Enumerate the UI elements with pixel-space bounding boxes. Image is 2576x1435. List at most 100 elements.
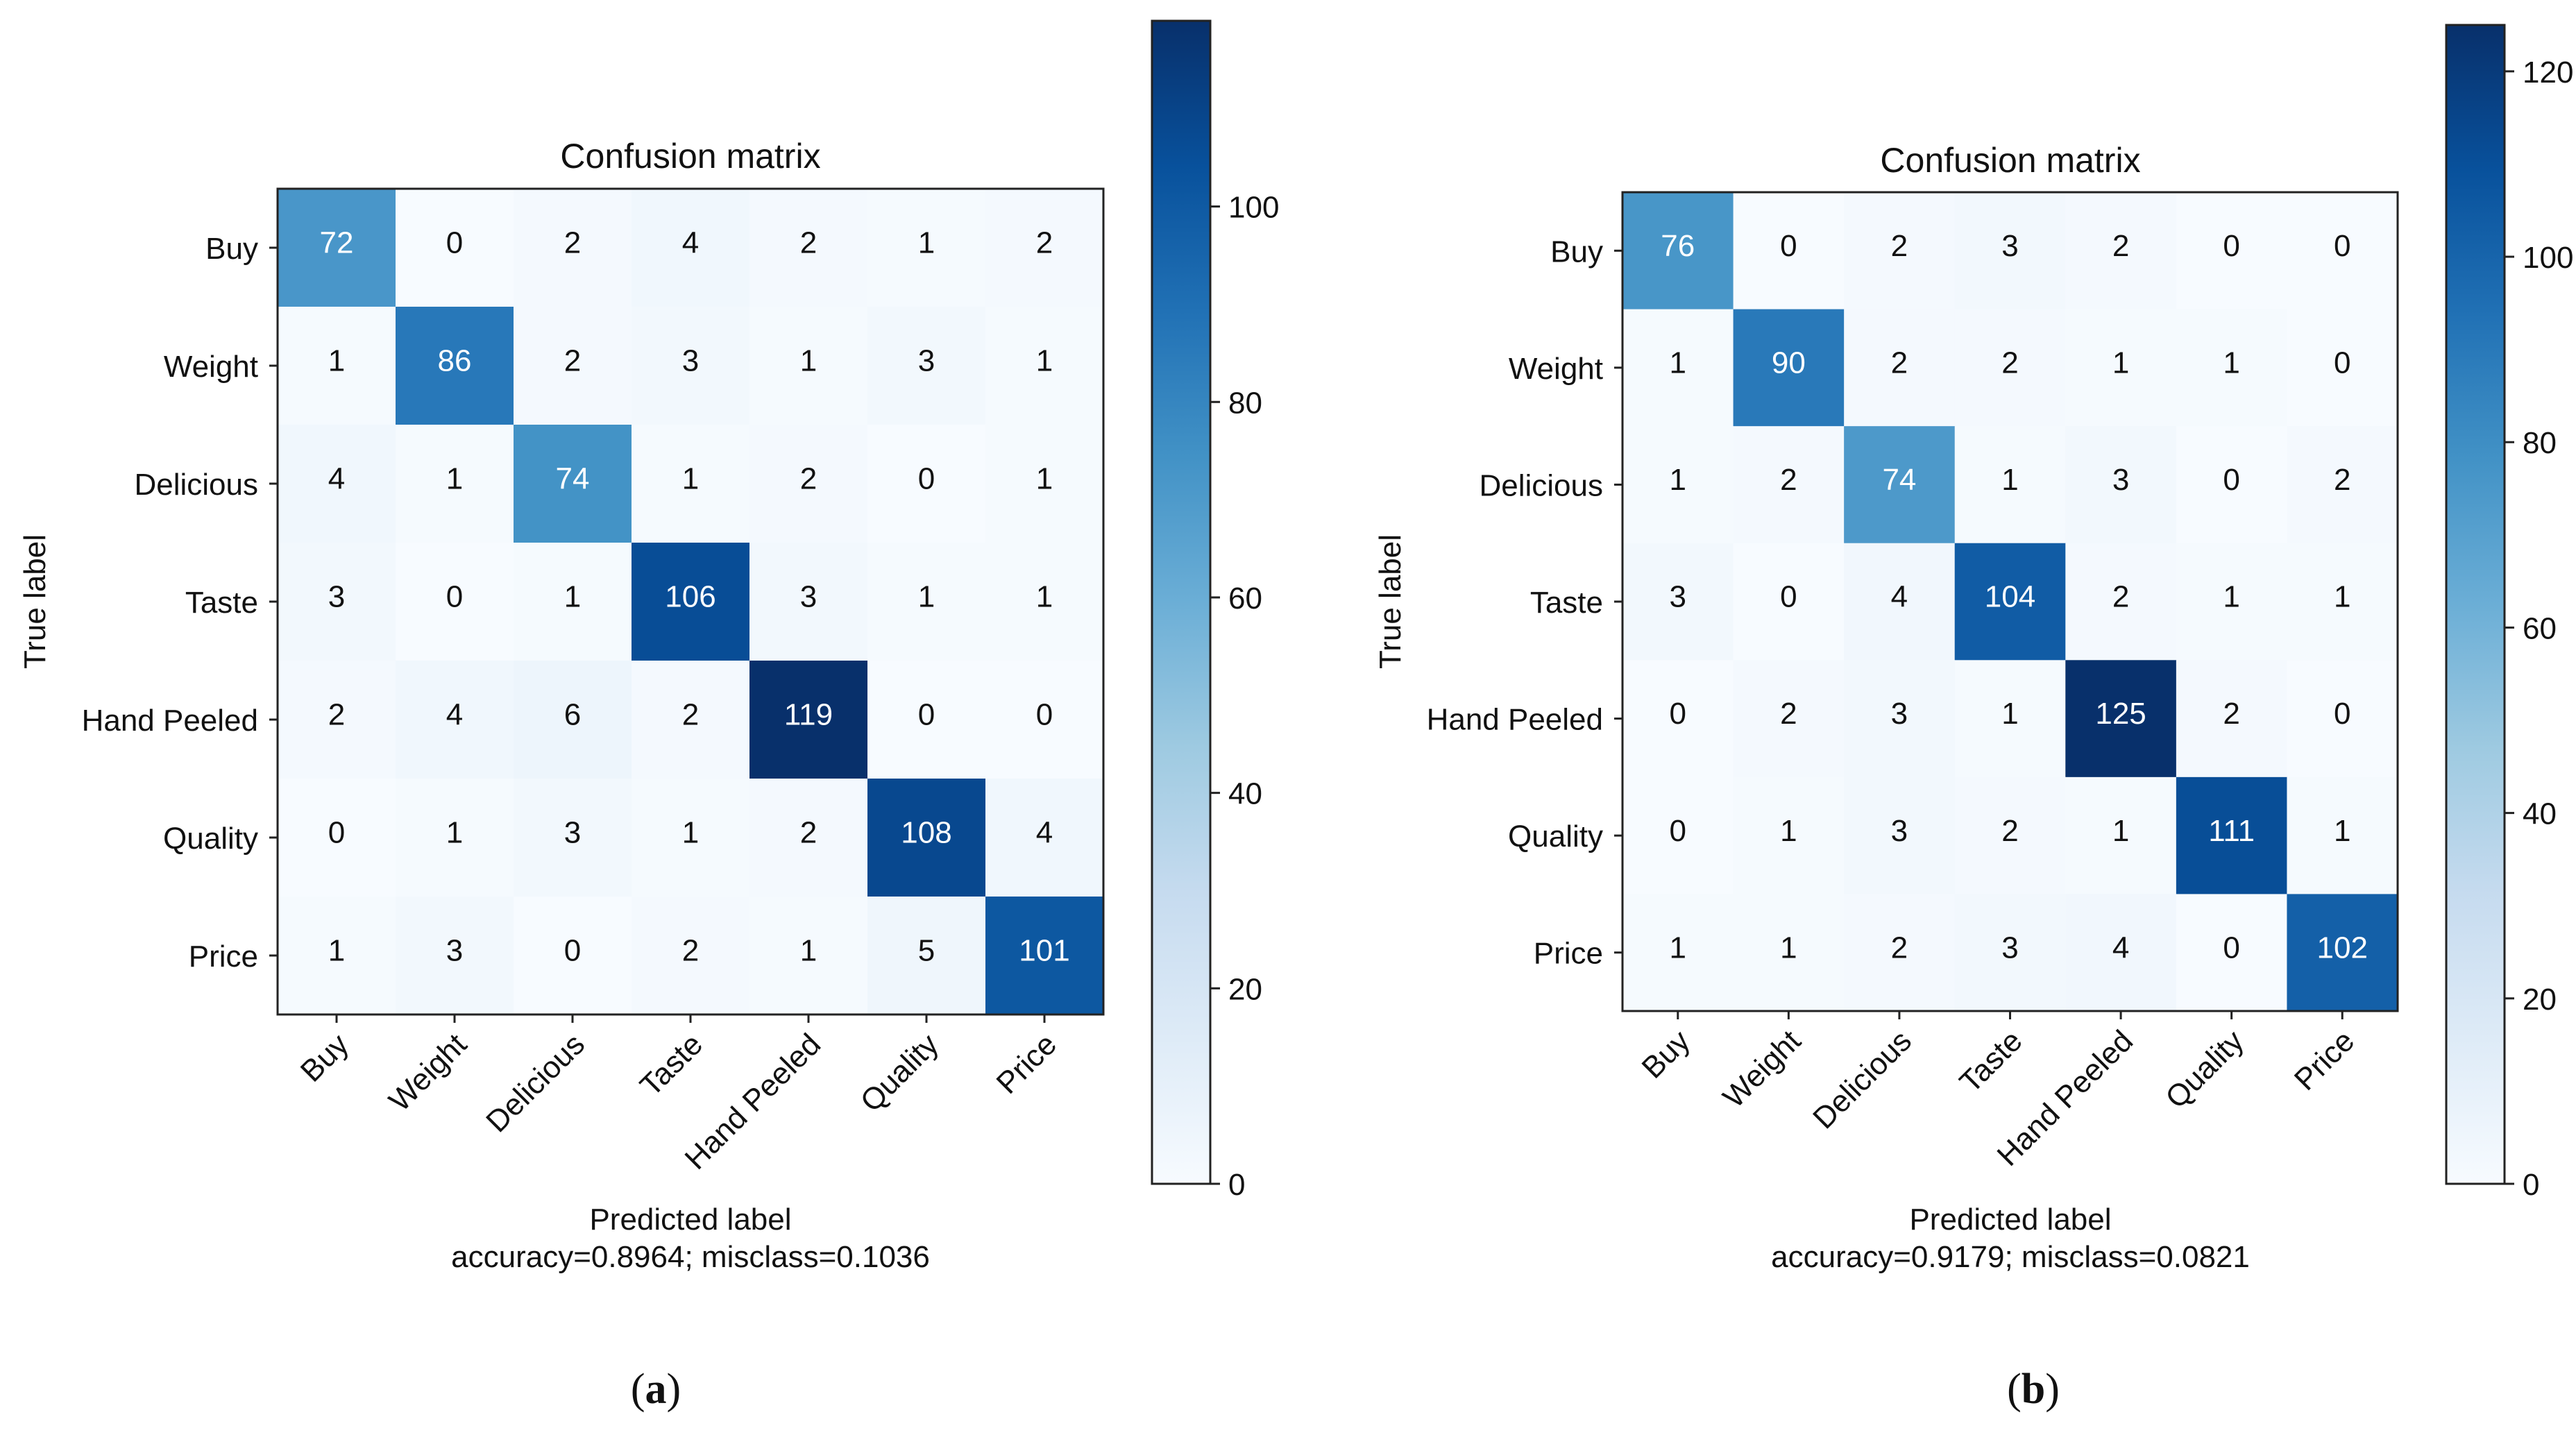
y-tick-label: Quality — [163, 822, 258, 856]
cell-value-label: 106 — [665, 580, 715, 614]
x-tick-label: Price — [2288, 1024, 2362, 1097]
heatmap-cell — [2287, 192, 2398, 310]
accuracy-metrics: accuracy=0.8964; misclass=0.1036 — [451, 1240, 930, 1274]
heatmap-cell — [985, 425, 1104, 543]
cell-value-label: 1 — [328, 344, 345, 378]
cell-value-label: 1 — [2001, 697, 2018, 731]
cell-value-label: 3 — [2001, 229, 2018, 263]
cell-value-label: 2 — [2112, 229, 2129, 263]
cell-value-label: 4 — [1891, 580, 1908, 614]
cell-value-label: 2 — [682, 698, 699, 732]
cell-value-label: 1 — [1036, 344, 1053, 378]
heatmap-cell — [1733, 309, 1845, 427]
panel-caption: (b) — [2007, 1366, 2060, 1413]
cell-value-label: 0 — [2223, 463, 2239, 497]
heatmap-cell — [514, 425, 632, 543]
cell-value-label: 3 — [1670, 580, 1686, 614]
heatmap-cell — [1954, 776, 2066, 894]
heatmap-cell — [396, 425, 514, 543]
heatmap-cell — [749, 897, 868, 1015]
y-tick-label: Taste — [185, 586, 258, 620]
cell-value-label: 3 — [682, 344, 699, 378]
heatmap-cell — [396, 307, 514, 425]
y-tick-label: Quality — [1508, 820, 1603, 854]
cell-value-label: 1 — [1670, 931, 1686, 965]
cell-value-label: 4 — [682, 226, 699, 260]
x-tick-label: Taste — [1954, 1024, 2029, 1099]
heatmap-cell — [1844, 776, 1956, 894]
x-axis-label: Predicted label — [589, 1203, 791, 1237]
heatmap-cell — [514, 189, 632, 307]
cell-value-label: 102 — [2317, 931, 2368, 965]
heatmap-cell — [632, 543, 750, 661]
y-tick-label: Price — [1534, 937, 1603, 971]
y-tick-label: Buy — [205, 232, 258, 266]
colorbar-tick-label: 60 — [2523, 611, 2557, 645]
heatmap-cell — [2176, 543, 2287, 661]
heatmap-cell — [1622, 894, 1734, 1012]
colorbar-tick-label: 20 — [2523, 983, 2557, 1017]
heatmap-cell — [1954, 309, 2066, 427]
cell-value-label: 1 — [1670, 346, 1686, 380]
x-tick-label: Buy — [294, 1027, 355, 1088]
heatmap-cell — [867, 897, 986, 1015]
x-tick-label: Delicious — [1806, 1024, 1918, 1135]
heatmap-cell — [278, 189, 396, 307]
heatmap-cell — [632, 425, 750, 543]
heatmap-cell — [749, 779, 868, 897]
heatmap-cell — [396, 897, 514, 1015]
x-tick-label: Quality — [2159, 1024, 2250, 1114]
heatmap-cell — [1622, 309, 1734, 427]
cell-value-label: 3 — [2112, 463, 2129, 497]
cell-value-label: 2 — [1780, 697, 1797, 731]
cell-value-label: 2 — [2334, 463, 2350, 497]
heatmap-cell — [632, 897, 750, 1015]
cell-value-label: 0 — [446, 226, 463, 260]
heatmap-cell — [1844, 660, 1956, 778]
cell-value-label: 2 — [1036, 226, 1053, 260]
cell-value-label: 3 — [2001, 931, 2018, 965]
heatmap-cell — [514, 897, 632, 1015]
y-axis-label: True label — [1373, 534, 1407, 669]
heatmap-cell — [1622, 660, 1734, 778]
cell-value-label: 2 — [1891, 346, 1908, 380]
cell-value-label: 5 — [918, 934, 935, 968]
heatmap-cell — [632, 307, 750, 425]
cell-value-label: 3 — [800, 580, 817, 614]
heatmap-cell — [514, 779, 632, 897]
heatmap-cell — [2287, 543, 2398, 661]
cell-value-label: 2 — [2001, 346, 2018, 380]
cell-value-label: 90 — [1772, 346, 1806, 380]
y-tick-label: Hand Peeled — [1427, 703, 1603, 737]
heatmap-cell — [2065, 776, 2177, 894]
heatmap-cell — [1844, 543, 1956, 661]
heatmap-cell — [514, 661, 632, 779]
heatmap-cell — [1733, 426, 1845, 544]
x-tick-label: Quality — [854, 1027, 945, 1118]
cell-value-label: 4 — [1036, 816, 1053, 850]
heatmap-cell — [278, 425, 396, 543]
heatmap-cell — [1733, 776, 1845, 894]
cell-value-label: 2 — [564, 344, 581, 378]
cell-value-label: 1 — [2223, 346, 2239, 380]
cell-value-label: 1 — [328, 934, 345, 968]
cell-value-label: 0 — [2334, 346, 2350, 380]
heatmap-cell — [514, 307, 632, 425]
cell-value-label: 1 — [2334, 580, 2350, 614]
heatmap-cell — [278, 307, 396, 425]
heatmap-cell — [867, 779, 986, 897]
cell-value-label: 0 — [2223, 931, 2239, 965]
cell-value-label: 1 — [682, 462, 699, 496]
cell-value-label: 0 — [2334, 697, 2350, 731]
heatmap-cell — [1733, 543, 1845, 661]
cell-value-label: 2 — [800, 816, 817, 850]
cell-value-label: 0 — [918, 462, 935, 496]
colorbar-tick-label: 0 — [1228, 1168, 1245, 1202]
colorbar-tick-label: 40 — [2523, 797, 2557, 831]
heatmap-cell — [1733, 894, 1845, 1012]
cell-value-label: 1 — [2223, 580, 2239, 614]
cell-value-label: 3 — [564, 816, 581, 850]
cell-value-label: 2 — [2001, 814, 2018, 848]
heatmap-cell — [278, 779, 396, 897]
